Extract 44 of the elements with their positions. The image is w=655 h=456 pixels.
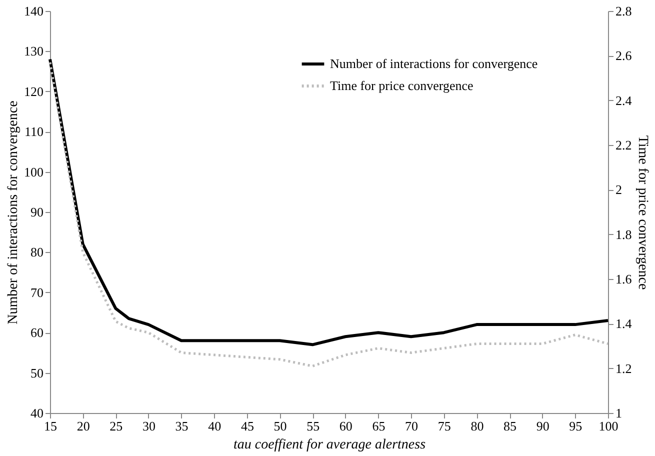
- x-tick-label: 70: [405, 418, 418, 434]
- x-tick-label: 35: [175, 418, 188, 434]
- y-axis-title: Number of interactions for convergence: [6, 100, 21, 324]
- x-tick-label: 85: [504, 418, 517, 434]
- y2-tick-label: 2.2: [616, 138, 632, 152]
- y-tick-label: 60: [30, 325, 44, 340]
- y2-tick-label: 1.8: [616, 226, 632, 242]
- x-tick-label: 75: [438, 418, 451, 434]
- x-tick-label: 65: [372, 418, 386, 434]
- x-tick-label: 95: [569, 418, 582, 434]
- legend-label: Number of interactions for convergence: [330, 56, 538, 71]
- y2-tick-label: 1.6: [616, 272, 632, 286]
- y-tick-label: 40: [30, 406, 44, 420]
- y2-tick-label: 1.2: [616, 360, 632, 376]
- y2-tick-label: 2: [616, 182, 622, 198]
- x-axis-title: tau coeffient for average alertness: [233, 438, 426, 452]
- x-tick-label: 90: [536, 418, 550, 434]
- y-tick-label: 120: [24, 84, 44, 99]
- y-tick-label: 100: [24, 164, 44, 180]
- x-tick-label: 80: [470, 418, 484, 434]
- y-tick-label: 70: [30, 284, 44, 300]
- y-tick-label: 130: [24, 44, 44, 59]
- y-tick-label: 110: [24, 124, 44, 140]
- y-tick-label: 90: [30, 204, 44, 220]
- x-tick-label: 50: [274, 418, 287, 434]
- x-tick-label: 40: [208, 418, 222, 434]
- y-tick-label: 140: [24, 4, 44, 18]
- x-tick-label: 55: [306, 418, 320, 434]
- x-tick-label: 45: [240, 418, 254, 434]
- y2-tick-label: 1: [616, 406, 622, 420]
- y-tick-label: 80: [30, 244, 44, 260]
- y2-axis-title: Time for price convergence: [634, 135, 650, 290]
- x-tick-label: 25: [110, 418, 123, 434]
- y-tick-label: 50: [30, 365, 44, 380]
- legend-label: Time for price convergence: [330, 78, 474, 93]
- x-tick-label: 30: [142, 418, 156, 434]
- y2-tick-label: 2.4: [616, 92, 632, 108]
- y2-tick-label: 2.6: [616, 48, 632, 64]
- x-tick-label: 15: [44, 418, 57, 434]
- y2-tick-label: 1.4: [616, 316, 632, 332]
- x-tick-label: 60: [339, 418, 352, 434]
- y2-tick-label: 2.8: [616, 4, 632, 18]
- x-tick-label: 100: [598, 418, 618, 434]
- x-tick-label: 20: [76, 418, 90, 434]
